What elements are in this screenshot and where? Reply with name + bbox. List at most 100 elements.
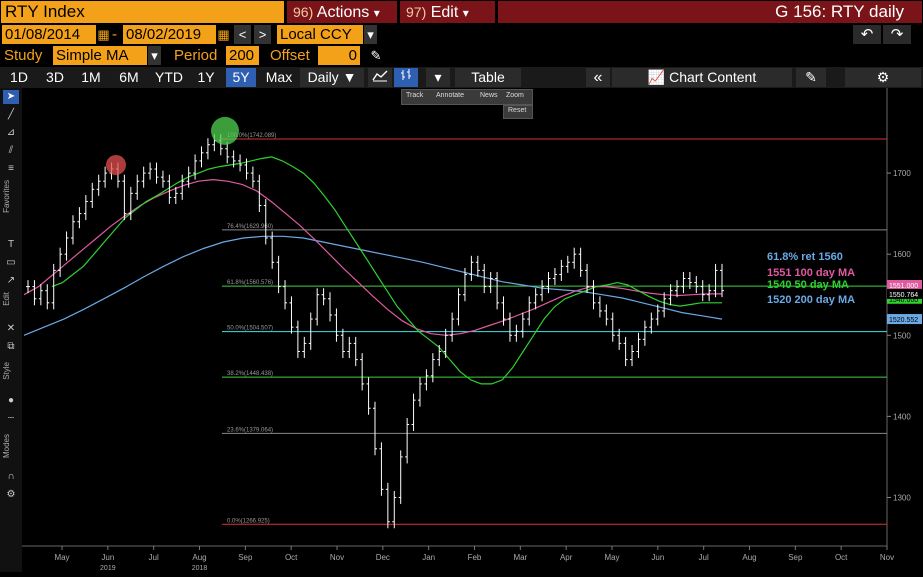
study-bar: Study Simple MA ▾ Period 200 Offset 0 ✎ — [0, 46, 923, 67]
pencil-icon[interactable]: ✎ — [368, 46, 384, 65]
study-select[interactable]: Simple MA — [53, 46, 147, 65]
frequency-select[interactable]: Daily ▼ — [300, 68, 364, 87]
zoom-button[interactable]: Zoom — [506, 92, 524, 99]
year-label: 2018 — [192, 565, 208, 572]
x-tick-label: Oct — [835, 553, 848, 562]
floating-toolbar: Track Annotate News Zoom — [401, 89, 533, 105]
fib-icon[interactable]: ≡ — [8, 163, 14, 174]
x-tick-label: Jul — [699, 553, 709, 562]
start-date-field[interactable]: 01/08/2014 — [2, 25, 96, 44]
prev-range-button[interactable]: < — [234, 25, 251, 44]
x-tick-label: Sep — [788, 553, 803, 562]
chart-content-button[interactable]: 📈 Chart Content — [612, 68, 792, 87]
chevron-down-icon[interactable]: ▾ — [148, 46, 161, 65]
chevron-down-icon[interactable]: ▾ — [364, 25, 377, 44]
gear-icon[interactable]: ⚙ — [6, 489, 16, 500]
annotate-button[interactable]: Annotate — [436, 92, 465, 99]
reset-label: Reset — [508, 107, 527, 114]
actions-menu-label: Actions — [316, 4, 370, 21]
legend-entry: 1551 100 day MA — [767, 267, 855, 279]
bar-chart-icon[interactable] — [394, 68, 418, 87]
offset-field[interactable]: 0 — [318, 46, 360, 65]
chevron-down-icon: ▾ — [462, 6, 469, 20]
legend-entry: 1520 200 day MA — [767, 294, 855, 306]
magnet-icon[interactable]: ∩ — [7, 471, 15, 482]
ma100-badge: 1551.000 — [889, 283, 918, 290]
ma200-badge: 1520.552 — [889, 317, 918, 324]
x-tick-label: Jun — [101, 553, 114, 562]
y-tick-label: 1500 — [893, 331, 911, 340]
range-dash: - — [112, 26, 117, 43]
undo-button[interactable]: ↶ — [853, 25, 881, 44]
period-button-5y[interactable]: 5Y — [226, 68, 256, 87]
color-icon[interactable]: ● — [7, 395, 15, 406]
ma200-badge-bg — [887, 314, 922, 325]
period-button-6m[interactable]: 6M — [119, 69, 139, 85]
end-date-field[interactable]: 08/02/2019 — [123, 25, 216, 44]
gear-icon[interactable]: ⚙ — [845, 68, 921, 87]
delete-icon[interactable]: ✕ — [6, 323, 16, 334]
fib-label: 61.8%(1560.576) — [227, 280, 273, 286]
text-icon[interactable]: T — [7, 239, 15, 250]
chart-canvas[interactable]: 1300 1400 1500 1600 1700 May Jun Jul Aug Sep Oct No… — [22, 88, 923, 572]
period-label: Period — [174, 47, 218, 64]
chevron-down-icon: ▾ — [373, 6, 380, 20]
line-chart-icon[interactable] — [368, 68, 392, 87]
period-button-3d[interactable]: 3D — [46, 69, 64, 85]
x-tick-label: Nov — [330, 553, 344, 562]
x-tick-label: May — [54, 553, 69, 562]
period-button-1m[interactable]: 1M — [81, 69, 101, 85]
line-style-icon[interactable]: ┈ — [7, 413, 15, 424]
chart-toolbar: 1D 3D 1M 6M YTD 1Y 5Y Max Daily ▼ ▾ Table « 📈 C… — [0, 67, 923, 88]
line-tool-icon[interactable]: ╱ — [7, 109, 15, 120]
ma50-badge: 1540.000 — [889, 297, 918, 304]
edit-menu-label: Edit — [430, 4, 459, 21]
x-tick-label: Nov — [880, 553, 894, 562]
ruler-icon[interactable]: ⊿ — [6, 127, 16, 138]
last-price-badge-bg — [887, 288, 922, 299]
edit-label: Edit — [2, 292, 11, 306]
edit-menu[interactable]: 97) Edit ▾ — [400, 1, 495, 23]
actions-menu[interactable]: 96) Actions ▾ — [287, 1, 397, 23]
chart-title: G 156: RTY daily — [498, 1, 922, 23]
ticker-field[interactable]: RTY Index — [1, 1, 284, 23]
x-tick-label: Feb — [468, 553, 482, 562]
period-field[interactable]: 200 — [226, 46, 259, 65]
currency-select[interactable]: Local CCY — [277, 25, 363, 44]
next-range-button[interactable]: > — [254, 25, 271, 44]
collapse-icon[interactable]: « — [586, 68, 610, 87]
ma200-line — [23, 235, 723, 336]
y-tick-label: 1600 — [893, 250, 911, 259]
fib-label: 23.6%(1379.064) — [227, 427, 273, 433]
fib-label: 0.0%(1266.925) — [227, 518, 270, 524]
edit-menu-number: 97) — [406, 4, 427, 20]
x-tick-label: Aug — [742, 553, 756, 562]
track-button[interactable]: Track — [406, 92, 424, 99]
period-button-max[interactable]: Max — [265, 69, 293, 85]
period-button-1y[interactable]: 1Y — [197, 69, 215, 85]
period-button-1d[interactable]: 1D — [10, 69, 28, 85]
copy-icon[interactable]: ⧉ — [7, 341, 15, 352]
price-chart[interactable]: 1300 1400 1500 1600 1700 May Jun Jul Aug Sep Oct No… — [22, 88, 923, 577]
drawing-tools-sidebar: ➤ ╱ ⊿ ⫽ ≡ Favorites T ▭ ↗ Edit ✕ ⧉ Style… — [0, 88, 22, 572]
pointer-icon[interactable]: ➤ — [3, 90, 19, 104]
x-tick-label: Jan — [422, 553, 435, 562]
calendar-icon[interactable]: ▦ — [97, 25, 110, 44]
redo-button[interactable]: ↷ — [883, 25, 911, 44]
reset-button[interactable]: Reset — [503, 105, 533, 119]
ma100-badge-bg — [887, 279, 922, 290]
table-button[interactable]: Table — [455, 68, 521, 87]
chevron-down-icon[interactable]: ▾ — [426, 68, 450, 87]
chart-content-label: Chart Content — [669, 69, 757, 85]
arrow-icon[interactable]: ↗ — [6, 275, 16, 286]
shape-icon[interactable]: ▭ — [6, 257, 16, 268]
modes-label: Modes — [2, 434, 11, 459]
channel-icon[interactable]: ⫽ — [8, 145, 14, 156]
calendar-icon[interactable]: ▦ — [217, 25, 230, 44]
news-button[interactable]: News — [480, 92, 498, 99]
x-tick-label: Dec — [376, 553, 390, 562]
y-tick-label: 1700 — [893, 169, 911, 178]
x-tick-label: May — [604, 553, 619, 562]
period-button-ytd[interactable]: YTD — [155, 69, 183, 85]
edit-chart-icon[interactable]: ✎ — [796, 68, 826, 87]
